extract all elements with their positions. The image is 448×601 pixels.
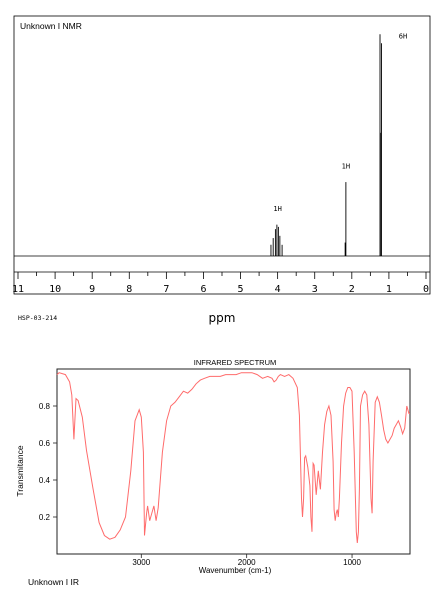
ir-x-tick-label: 1000 xyxy=(343,558,361,567)
nmr-x-label: ppm xyxy=(209,311,236,325)
ir-spectrum-line xyxy=(56,372,410,543)
nmr-x-tick-label: 9 xyxy=(89,284,95,295)
nmr-x-tick-label: 10 xyxy=(49,284,61,295)
ir-chart: INFRARED SPECTRUM 0.2 0.4 0.6 0.8 3000 2000 1… xyxy=(15,358,411,587)
nmr-x-tick-label: 0 xyxy=(423,284,429,295)
nmr-x-tick-label: 4 xyxy=(275,284,281,295)
nmr-integration-label-1: 1H xyxy=(342,163,350,171)
nmr-frame xyxy=(13,15,431,295)
ir-y-tick-label: 0.6 xyxy=(39,439,51,448)
ir-y-label: Transmitance xyxy=(15,445,25,496)
nmr-marks: 1H 1H 6H xyxy=(14,33,430,257)
ir-y-tick-label: 0.8 xyxy=(39,402,51,411)
nmr-code: HSP-03-214 xyxy=(18,314,57,322)
ir-x-label: Wavenumber (cm-1) xyxy=(199,566,272,575)
nmr-integration-label-0: 1H xyxy=(273,205,281,213)
ir-frame xyxy=(56,368,411,555)
nmr-x-tick-label: 2 xyxy=(349,284,355,295)
nmr-x-tick-label: 7 xyxy=(163,284,169,295)
nmr-x-ticks: 11 10 9 8 7 6 5 4 3 2 1 0 xyxy=(12,271,430,295)
nmr-x-tick-label: 6 xyxy=(200,284,206,295)
ir-y-tick-label: 0.4 xyxy=(39,476,51,485)
ir-x-ticks: 3000 2000 1000 xyxy=(132,554,361,567)
ir-y-tick-label: 0.2 xyxy=(39,513,51,522)
ir-y-ticks: 0.2 0.4 0.6 0.8 xyxy=(39,402,57,522)
ir-x-tick-label: 3000 xyxy=(132,558,150,567)
nmr-x-tick-label: 5 xyxy=(238,284,244,295)
nmr-x-tick-label: 8 xyxy=(126,284,132,295)
nmr-x-tick-label: 1 xyxy=(386,284,392,295)
nmr-x-tick-label: 11 xyxy=(12,284,24,295)
ir-caption: Unknown I IR xyxy=(28,577,79,587)
ir-x-tick-label: 2000 xyxy=(238,558,256,567)
ir-title: INFRARED SPECTRUM xyxy=(194,358,277,367)
nmr-title: Unknown I NMR xyxy=(20,21,82,31)
nmr-x-tick-label: 3 xyxy=(312,284,318,295)
nmr-integration-label-2: 6H xyxy=(399,33,407,41)
